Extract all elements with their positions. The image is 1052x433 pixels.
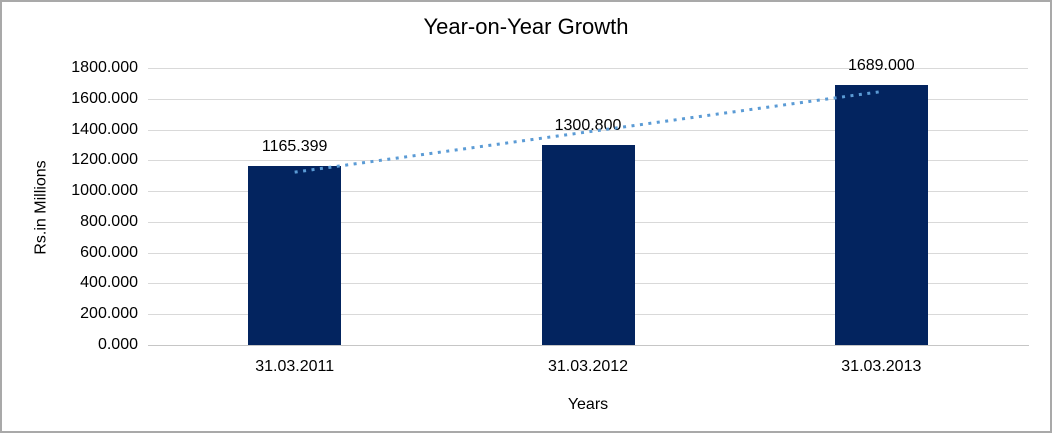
y-tick-label: 1000.000 xyxy=(71,182,138,200)
bar xyxy=(834,85,928,345)
x-tick-label: 31.03.2013 xyxy=(841,358,922,375)
bar-data-label: 1689.000 xyxy=(847,57,915,75)
bar xyxy=(541,144,635,345)
y-tick-label: 1800.000 xyxy=(71,59,138,76)
y-tick-label: 600.000 xyxy=(80,243,138,261)
y-tick-label: 1200.000 xyxy=(71,151,138,169)
x-axis-title: Years xyxy=(567,396,609,413)
gridline xyxy=(148,68,1028,69)
bar-data-label: 1300.800 xyxy=(554,116,622,134)
y-tick-label: 800.000 xyxy=(80,212,138,230)
chart-title: Year-on-Year Growth xyxy=(423,14,629,39)
bar-data-label: 1165.399 xyxy=(261,137,328,155)
x-axis-line xyxy=(148,345,1029,346)
y-tick-label: 400.000 xyxy=(80,274,138,292)
y-tick-label: 0.000 xyxy=(97,336,138,353)
y-tick-label: 1400.000 xyxy=(71,120,138,138)
x-tick-label: 31.03.2012 xyxy=(547,358,629,375)
bar xyxy=(248,165,342,345)
x-tick-label: 31.03.2011 xyxy=(255,358,335,375)
y-tick-label: 1600.000 xyxy=(71,89,138,107)
y-tick-label: 200.000 xyxy=(80,305,138,323)
